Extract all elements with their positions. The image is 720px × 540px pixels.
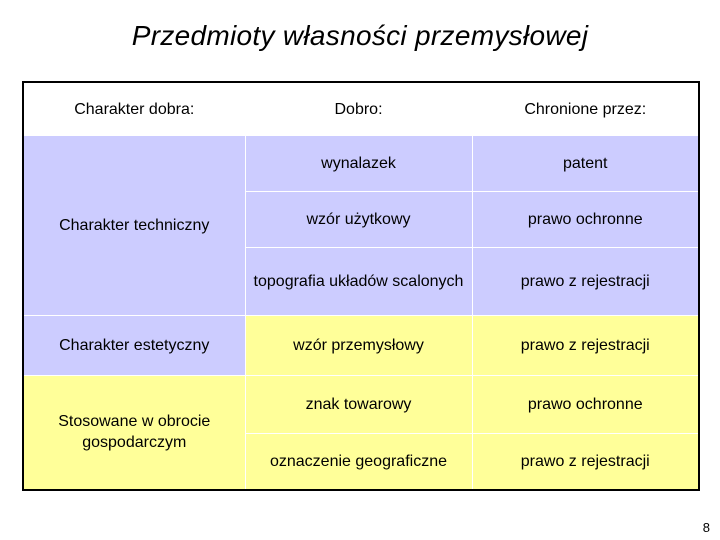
dobro-cell: wynalazek [244, 135, 473, 192]
protection-cell: patent [471, 135, 700, 192]
header-chronione-przez: Chronione przez: [471, 81, 700, 136]
table-row: oznaczenie geograficzne prawo z rejestra… [23, 433, 700, 490]
protection-cell: prawo z rejestracji [471, 247, 700, 316]
table-row: Charakter techniczny wynalazek patent [22, 135, 700, 316]
slide-title: Przedmioty własności przemysłowej [131, 20, 589, 51]
protection-cell: prawo ochronne [471, 375, 700, 434]
protection-cell: prawo z rejestracji [471, 315, 700, 376]
page-number: 8 [702, 520, 710, 535]
dobro-cell: topografia układów scalonych [244, 247, 473, 316]
dobro-cell: wzór przemysłowy [244, 315, 473, 376]
protection-cell: prawo ochronne [471, 191, 700, 248]
property-table: Charakter dobra: Dobro: Chronione przez:… [22, 81, 700, 491]
dobro-cell: oznaczenie geograficzne [244, 433, 473, 490]
table-row: Charakter estetyczny wzór przemysłowy pr… [22, 315, 700, 376]
dobro-cell: wzór użytkowy [244, 191, 473, 248]
category-economic: Stosowane w obrocie gospodarczym [22, 375, 246, 490]
category-aesthetic: Charakter estetyczny [22, 315, 246, 376]
header-charakter-dobra: Charakter dobra: [22, 81, 246, 136]
table-header-row: Charakter dobra: Dobro: Chronione przez: [22, 81, 700, 136]
category-technical: Charakter techniczny [22, 135, 246, 316]
table-row: Stosowane w obrocie gospodarczym znak to… [22, 375, 700, 490]
table-row: wzór użytkowy prawo ochronne [23, 191, 700, 248]
table-row: topografia układów scalonych prawo z rej… [23, 247, 700, 316]
dobro-cell: znak towarowy [244, 375, 473, 434]
protection-cell: prawo z rejestracji [471, 433, 700, 490]
header-dobro: Dobro: [244, 81, 473, 136]
